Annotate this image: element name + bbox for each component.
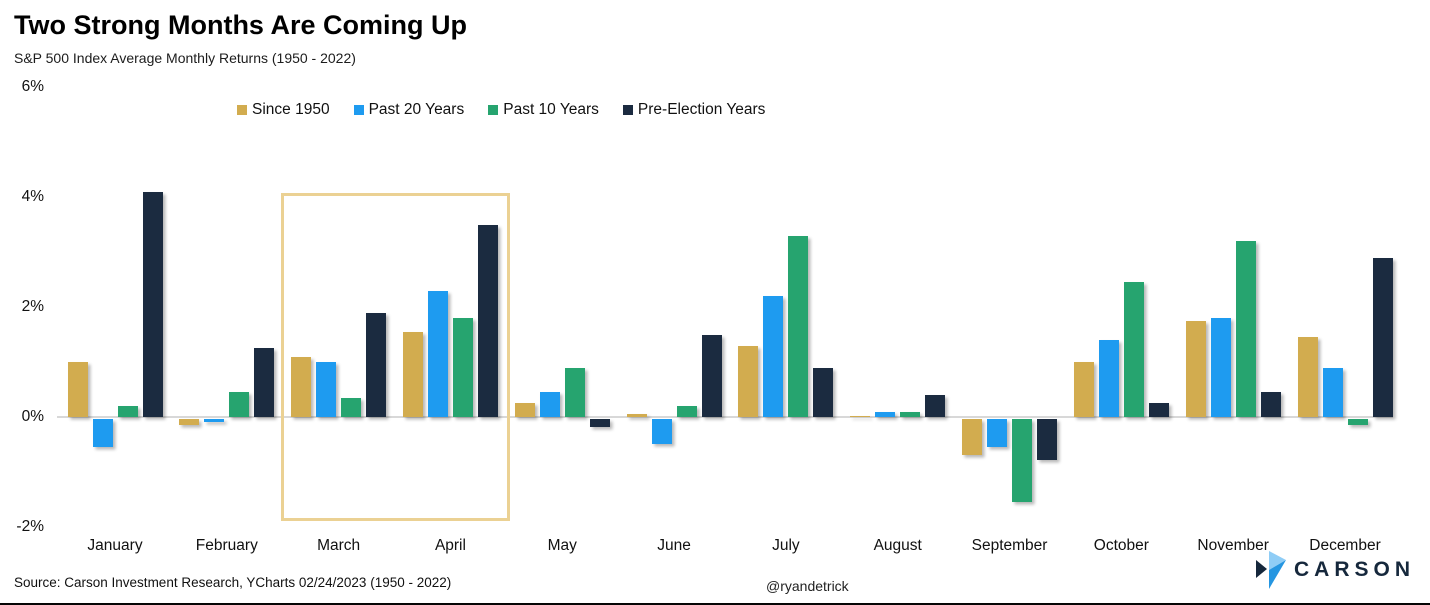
y-axis-tick-label: 6% bbox=[21, 77, 44, 95]
x-axis-month-label: July bbox=[772, 537, 800, 554]
bar-august-since-1950 bbox=[850, 415, 871, 417]
bar-december-past-20-years bbox=[1322, 367, 1343, 417]
bar-december-pre-election-years bbox=[1372, 257, 1393, 417]
bar-december-past-10-years bbox=[1347, 419, 1368, 425]
bar-october-past-20-years bbox=[1098, 340, 1119, 417]
bar-may-past-20-years bbox=[539, 392, 560, 417]
bar-july-past-20-years bbox=[763, 296, 784, 417]
bar-january-pre-election-years bbox=[142, 191, 163, 417]
bar-august-past-10-years bbox=[900, 411, 921, 417]
x-axis-month-label: August bbox=[873, 537, 922, 554]
chart-title: Two Strong Months Are Coming Up bbox=[14, 10, 467, 40]
y-axis-tick-label: -2% bbox=[16, 517, 44, 535]
legend-item: Past 10 Years bbox=[488, 101, 599, 119]
bar-november-pre-election-years bbox=[1260, 392, 1281, 417]
bar-october-since-1950 bbox=[1073, 362, 1094, 417]
bar-january-since-1950 bbox=[67, 362, 88, 417]
carson-logo-text: CARSON bbox=[1294, 558, 1416, 581]
legend-label: Since 1950 bbox=[252, 101, 330, 118]
bar-may-since-1950 bbox=[514, 403, 535, 417]
bar-october-past-10-years bbox=[1123, 282, 1144, 417]
bar-june-past-20-years bbox=[651, 419, 672, 444]
bar-september-past-10-years bbox=[1012, 419, 1033, 502]
legend-item: Past 20 Years bbox=[353, 101, 465, 119]
bar-july-past-10-years bbox=[788, 235, 809, 417]
bar-january-past-10-years bbox=[117, 406, 138, 417]
x-axis-month-label: March bbox=[317, 537, 361, 554]
bar-october-pre-election-years bbox=[1148, 403, 1169, 417]
bar-april-past-20-years bbox=[427, 290, 448, 417]
bar-november-past-20-years bbox=[1210, 318, 1231, 417]
y-axis-tick-label: 0% bbox=[21, 407, 44, 425]
bar-december-since-1950 bbox=[1297, 337, 1318, 417]
bar-november-past-10-years bbox=[1235, 241, 1256, 417]
x-axis-month-label: February bbox=[195, 537, 258, 554]
legend-item: Since 1950 bbox=[237, 101, 330, 119]
legend-label: Pre-Election Years bbox=[637, 101, 766, 118]
x-axis-month-label: April bbox=[434, 537, 466, 554]
legend-swatch-icon bbox=[488, 105, 499, 115]
bar-march-past-20-years bbox=[316, 362, 337, 417]
bar-april-past-10-years bbox=[452, 318, 473, 417]
bar-november-since-1950 bbox=[1185, 320, 1206, 417]
legend-swatch-icon bbox=[622, 105, 633, 115]
legend-item: Pre-Election Years bbox=[622, 101, 766, 119]
carson-logo: CARSON bbox=[1256, 550, 1415, 590]
bar-july-pre-election-years bbox=[813, 367, 834, 417]
bar-july-since-1950 bbox=[738, 345, 759, 417]
bar-september-pre-election-years bbox=[1037, 419, 1058, 461]
bar-june-since-1950 bbox=[626, 414, 647, 417]
bar-april-since-1950 bbox=[402, 331, 423, 417]
bar-march-pre-election-years bbox=[366, 312, 387, 417]
bar-february-past-20-years bbox=[204, 419, 225, 422]
x-axis-month-label: May bbox=[547, 537, 577, 554]
chart-subtitle: S&P 500 Index Average Monthly Returns (1… bbox=[14, 50, 356, 66]
bar-may-past-10-years bbox=[564, 367, 585, 417]
y-axis-tick-label: 2% bbox=[21, 297, 44, 315]
legend-swatch-icon bbox=[237, 105, 247, 115]
march-april-highlight-box bbox=[281, 193, 510, 521]
bar-january-past-20-years bbox=[92, 419, 113, 447]
x-axis-month-label: January bbox=[87, 537, 143, 554]
legend-swatch-icon bbox=[353, 105, 364, 115]
x-axis-zero-line bbox=[57, 416, 1393, 418]
bar-february-since-1950 bbox=[179, 419, 200, 425]
bar-june-pre-election-years bbox=[701, 334, 722, 417]
bar-august-pre-election-years bbox=[925, 395, 946, 417]
bar-august-past-20-years bbox=[875, 411, 896, 417]
x-axis-month-label: June bbox=[657, 537, 691, 554]
x-axis-month-label: September bbox=[971, 537, 1048, 554]
carson-logo-icon bbox=[1256, 551, 1286, 589]
bar-september-since-1950 bbox=[962, 419, 983, 455]
y-axis-tick-label: 4% bbox=[21, 187, 44, 205]
bar-june-past-10-years bbox=[676, 406, 697, 417]
x-axis-month-label: December bbox=[1309, 537, 1381, 554]
bar-may-pre-election-years bbox=[589, 419, 610, 428]
legend-label: Past 20 Years bbox=[368, 101, 465, 118]
twitter-handle: @ryandetrick bbox=[766, 578, 849, 594]
bar-september-past-20-years bbox=[987, 419, 1008, 447]
bar-march-past-10-years bbox=[341, 397, 362, 417]
bar-february-pre-election-years bbox=[254, 348, 275, 417]
legend-label: Past 10 Years bbox=[503, 101, 599, 118]
x-axis-month-label: November bbox=[1197, 537, 1269, 554]
chart-legend: Since 1950 Past 20 Years Past 10 Years Pre-… bbox=[237, 101, 765, 119]
x-axis-month-label: October bbox=[1093, 537, 1149, 554]
source-caption: Source: Carson Investment Research, YCha… bbox=[14, 575, 452, 590]
bar-april-pre-election-years bbox=[477, 224, 498, 417]
bar-march-since-1950 bbox=[291, 356, 312, 417]
bar-february-past-10-years bbox=[229, 392, 250, 417]
